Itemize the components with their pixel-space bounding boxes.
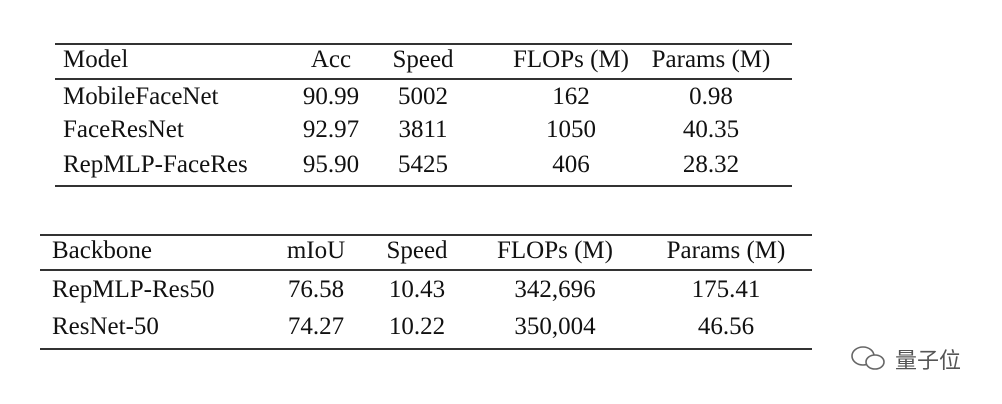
header-cell: Backbone <box>52 237 152 264</box>
table-cell: 74.27 <box>287 313 345 340</box>
table-cell: 28.32 <box>682 151 740 178</box>
header-cell: Speed <box>392 46 454 73</box>
table-rule <box>40 269 812 271</box>
table-cell: 350,004 <box>514 313 596 340</box>
table-rule <box>55 185 792 187</box>
table-cell: 46.56 <box>697 313 755 340</box>
table-cell: 406 <box>552 151 590 178</box>
header-cell: Speed <box>386 237 448 264</box>
header-cell: Params (M) <box>666 237 786 264</box>
header-cell: FLOPs (M) <box>497 237 613 264</box>
table-rule <box>40 348 812 350</box>
table-cell: 3811 <box>398 116 448 143</box>
table-cell: 5425 <box>398 151 448 178</box>
table-cell: 175.41 <box>691 276 761 303</box>
table-cell: RepMLP-FaceRes <box>63 151 248 178</box>
table-cell: 162 <box>552 83 590 110</box>
table-cell: RepMLP-Res50 <box>52 276 215 303</box>
header-cell: mIoU <box>286 237 346 264</box>
table-cell: 40.35 <box>682 116 740 143</box>
table-cell: MobileFaceNet <box>63 83 219 110</box>
header-cell: Acc <box>310 46 352 73</box>
header-cell: Params (M) <box>651 46 771 73</box>
watermark-icon <box>851 346 885 370</box>
table-cell: FaceResNet <box>63 116 184 143</box>
table-cell: 342,696 <box>514 276 596 303</box>
table-cell: 95.90 <box>302 151 360 178</box>
table-cell: ResNet-50 <box>52 313 159 340</box>
table-cell: 76.58 <box>287 276 345 303</box>
table-rule <box>40 234 812 236</box>
table-rule <box>55 78 792 80</box>
table-rule <box>55 43 792 45</box>
table-cell: 5002 <box>398 83 448 110</box>
header-cell: FLOPs (M) <box>513 46 629 73</box>
header-cell: Model <box>63 46 129 73</box>
table-cell: 92.97 <box>302 116 360 143</box>
table-cell: 0.98 <box>689 83 733 110</box>
table-cell: 10.22 <box>388 313 446 340</box>
table-cell: 1050 <box>546 116 596 143</box>
table-cell: 90.99 <box>302 83 360 110</box>
watermark: 量子位 <box>895 349 962 374</box>
table-cell: 10.43 <box>388 276 446 303</box>
